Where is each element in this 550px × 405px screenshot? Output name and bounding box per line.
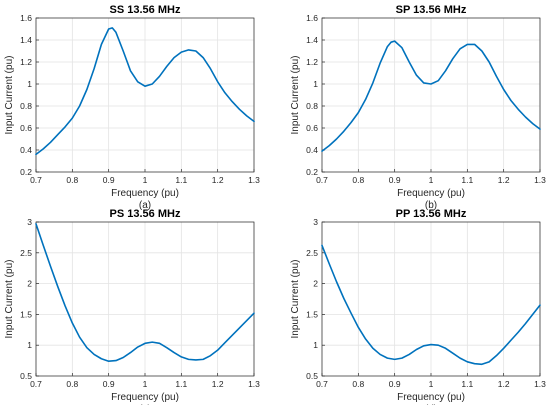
axes-frame: [35, 221, 255, 377]
x-tick-label: 0.7: [316, 379, 328, 389]
y-tick-label: 0.6: [306, 123, 318, 133]
x-tick-label: 0.7: [30, 175, 42, 185]
y-tick-label: 1.4: [20, 35, 32, 45]
y-tick-label: 1.6: [306, 13, 318, 23]
x-tick-label: 1.2: [498, 379, 510, 389]
y-tick-label: 1.2: [20, 57, 32, 67]
x-tick-label: 1.3: [534, 379, 546, 389]
y-tick-label: 0.5: [306, 371, 318, 381]
chart-panel-a: 0.7 0.8 0.9 1 1.1 1.2 1.3 0.2 0.4 0.6 0.8 1 1.2 1.4 1.…: [4, 4, 260, 211]
y-tick-label: 1: [313, 79, 318, 89]
chart-panel-d: 0.7 0.8 0.9 1 1.1 1.2 1.3 0.5 1 1.5 2 2.5 3 PP 13.56 …: [290, 208, 546, 405]
series-line-b: [321, 40, 541, 152]
series-line-a: [35, 27, 255, 156]
y-axis-label: Input Current (pu): [4, 260, 15, 339]
y-tick-label: 1.5: [306, 309, 318, 319]
axes-frame: [35, 17, 255, 173]
x-tick-label: 0.7: [30, 379, 42, 389]
y-tick-label: 2: [313, 279, 318, 289]
y-tick-label: 1: [27, 79, 32, 89]
chart-title: PP 13.56 MHz: [396, 208, 467, 220]
y-axis-label: Input Current (pu): [4, 56, 15, 135]
y-tick-label: 1.4: [306, 35, 318, 45]
chart-title: SS 13.56 MHz: [110, 4, 181, 16]
y-tick-label: 0.4: [306, 145, 318, 155]
y-tick-label: 0.8: [20, 101, 32, 111]
x-tick-label: 1.2: [212, 175, 224, 185]
x-tick-label: 1.3: [248, 379, 260, 389]
axes-frame: [321, 17, 541, 173]
chart-title: SP 13.56 MHz: [396, 4, 467, 16]
y-tick-label: 1.6: [20, 13, 32, 23]
x-tick-label: 1.3: [534, 175, 546, 185]
x-tick-label: 1: [143, 175, 148, 185]
y-axis-label: Input Current (pu): [290, 56, 301, 135]
y-tick-label: 1: [313, 340, 318, 350]
y-tick-label: 1.5: [20, 309, 32, 319]
x-tick-label: 1: [143, 379, 148, 389]
x-axis-label: Frequency (pu): [397, 188, 465, 199]
y-tick-label: 3: [27, 217, 32, 227]
y-tick-label: 2.5: [306, 248, 318, 258]
x-tick-label: 0.8: [352, 175, 364, 185]
x-tick-label: 0.8: [66, 175, 78, 185]
x-tick-label: 0.9: [103, 379, 115, 389]
x-axis-label: Frequency (pu): [111, 392, 179, 403]
x-tick-label: 1.2: [212, 379, 224, 389]
x-tick-label: 1.1: [461, 379, 473, 389]
x-tick-label: 0.9: [389, 379, 401, 389]
panel-caption: (b): [425, 200, 437, 211]
y-tick-label: 1.2: [306, 57, 318, 67]
y-tick-label: 0.5: [20, 371, 32, 381]
y-tick-label: 1: [27, 340, 32, 350]
y-tick-label: 0.6: [20, 123, 32, 133]
axes-frame: [321, 221, 541, 377]
x-tick-label: 0.8: [352, 379, 364, 389]
x-tick-label: 1.1: [175, 379, 187, 389]
x-tick-label: 0.9: [389, 175, 401, 185]
y-tick-label: 0.8: [306, 101, 318, 111]
x-tick-label: 1.1: [461, 175, 473, 185]
series-line-d: [321, 244, 541, 366]
y-tick-label: 3: [313, 217, 318, 227]
x-axis-label: Frequency (pu): [397, 392, 465, 403]
panel-caption: (a): [139, 200, 151, 211]
y-tick-label: 0.2: [20, 167, 32, 177]
x-tick-label: 0.8: [66, 379, 78, 389]
x-axis-label: Frequency (pu): [111, 188, 179, 199]
x-tick-label: 1.2: [498, 175, 510, 185]
y-axis-label: Input Current (pu): [290, 260, 301, 339]
x-tick-label: 1.3: [248, 175, 260, 185]
x-tick-label: 1.1: [175, 175, 187, 185]
y-tick-label: 2: [27, 279, 32, 289]
chart-panel-b: 0.7 0.8 0.9 1 1.1 1.2 1.3 0.2 0.4 0.6 0.8 1 1.2 1.4 1.…: [290, 4, 546, 211]
y-tick-label: 2.5: [20, 248, 32, 258]
y-tick-label: 0.4: [20, 145, 32, 155]
chart-title: PS 13.56 MHz: [110, 208, 181, 220]
series-line-c: [35, 223, 255, 363]
chart-panel-c: 0.7 0.8 0.9 1 1.1 1.2 1.3 0.5 1 1.5 2 2.5 3 PS 13.56 …: [4, 208, 260, 405]
x-tick-label: 1: [429, 175, 434, 185]
x-tick-label: 0.7: [316, 175, 328, 185]
x-tick-label: 0.9: [103, 175, 115, 185]
y-tick-label: 0.2: [306, 167, 318, 177]
x-tick-label: 1: [429, 379, 434, 389]
